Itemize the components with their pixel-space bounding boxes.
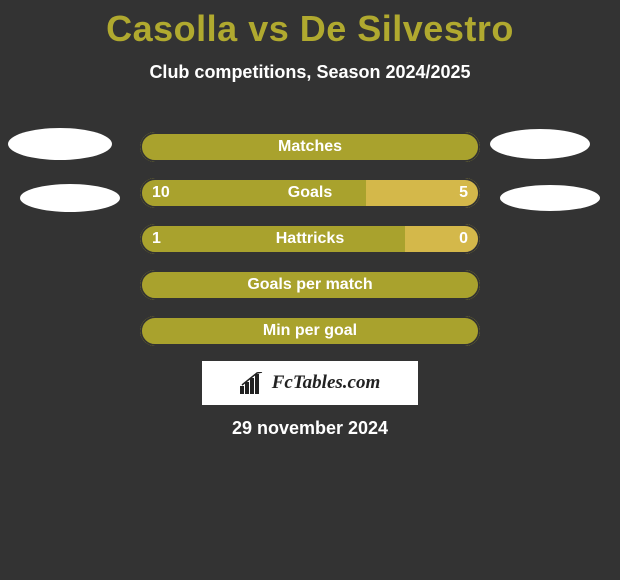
player-right-shape-1 <box>490 129 590 159</box>
stat-outline <box>140 270 480 300</box>
stat-row-hattricks: 10Hattricks <box>140 224 480 254</box>
title-text: Casolla vs De Silvestro <box>106 8 514 49</box>
player-left-shape-2 <box>20 184 120 212</box>
page-title: Casolla vs De Silvestro <box>0 8 620 50</box>
stat-value-right: 5 <box>459 184 468 202</box>
stat-row-goals: 105Goals <box>140 178 480 208</box>
player-right-shape-2 <box>500 185 600 211</box>
stat-value-left: 10 <box>152 184 170 202</box>
brand-text: FcTables.com <box>272 372 381 394</box>
stat-outline <box>140 178 480 208</box>
bar-chart-icon <box>240 372 264 394</box>
brand-box: FcTables.com <box>202 361 418 405</box>
stat-value-right: 0 <box>459 230 468 248</box>
date-label: 29 november 2024 <box>0 418 620 439</box>
stat-outline <box>140 224 480 254</box>
stat-value-left: 1 <box>152 230 161 248</box>
date-text: 29 november 2024 <box>232 418 388 438</box>
stat-outline <box>140 316 480 346</box>
stat-row-goals-per-match: Goals per match <box>140 270 480 300</box>
stat-outline <box>140 132 480 162</box>
player-left-shape-1 <box>8 128 112 160</box>
stat-row-matches: Matches <box>140 132 480 162</box>
stat-row-min-per-goal: Min per goal <box>140 316 480 346</box>
subtitle: Club competitions, Season 2024/2025 <box>0 62 620 83</box>
subtitle-text: Club competitions, Season 2024/2025 <box>149 62 470 82</box>
